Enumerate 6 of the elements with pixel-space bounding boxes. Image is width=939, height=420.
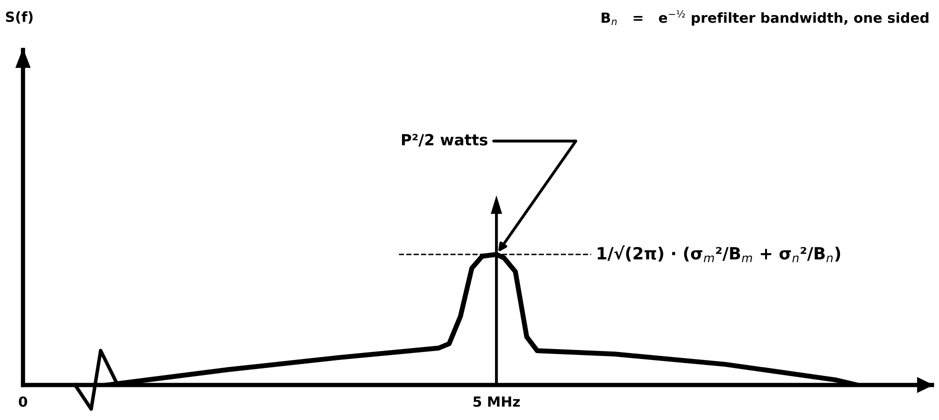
- annotation: P²/2 watts: [402, 134, 488, 147]
- text: S(f): [6, 11, 33, 24]
- text: B$_{n}$ = e$^{−½}$ prefilter bandwidth, one sided: [602, 10, 928, 26]
- x-tick-label: 0: [18, 396, 28, 407]
- x-tick-label: 5 MHz: [473, 396, 520, 407]
- text: 1/√(2π) · (σ$_{m}$²/B$_{m}$ + σ$_{n}$²/B$_{n}$): [598, 245, 840, 262]
